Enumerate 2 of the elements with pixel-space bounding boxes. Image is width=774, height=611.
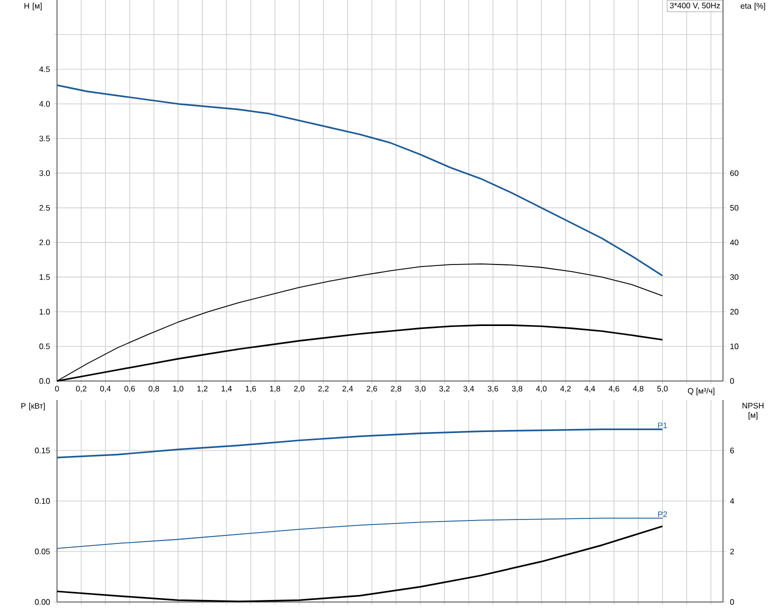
line-series: [56, 525, 664, 602]
line-series: [56, 428, 664, 458]
